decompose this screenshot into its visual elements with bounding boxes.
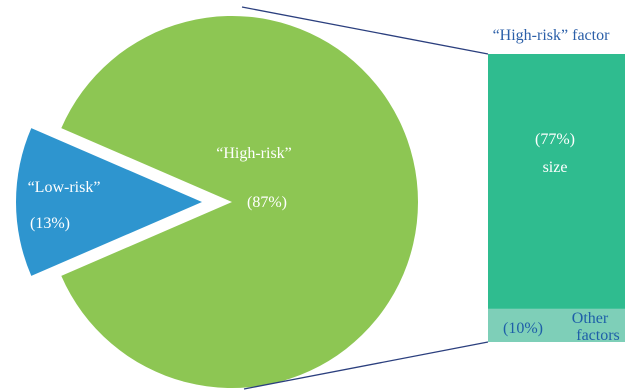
slice-value-low-risk: (13%) [30, 215, 70, 232]
bar-segment-size [488, 54, 625, 309]
bar-label-size: size [543, 159, 568, 176]
bar-value-other-factors: (10%) [503, 320, 543, 337]
slice-label-low-risk: “Low-risk” [28, 179, 101, 196]
slice-label-high-risk: “High-risk” [216, 145, 292, 162]
pie-slice-high-risk [61, 15, 419, 388]
slice-value-high-risk: (87%) [247, 194, 287, 211]
pie-slice-low-risk [16, 128, 202, 276]
connector-line-top [241, 6, 489, 55]
bar-label-other-line-2: factors [576, 327, 620, 344]
bar-value-size: (77%) [535, 131, 575, 148]
bar-label-other-line-1: Other [572, 310, 609, 327]
bar-segment-other-factors [488, 308, 625, 342]
bar-title: “High-risk” factor [493, 27, 611, 44]
connector-line-bottom [243, 341, 489, 390]
